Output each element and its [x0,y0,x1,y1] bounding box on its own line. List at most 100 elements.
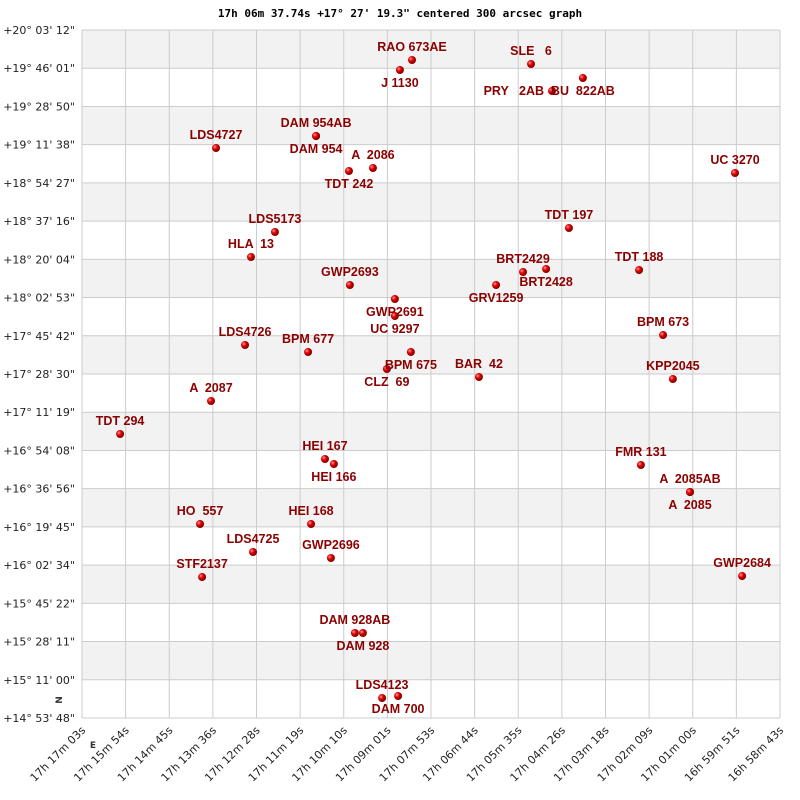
star-label: PRY 2AB [484,84,544,98]
star-label: LDS4123 [356,678,409,692]
star-point[interactable] [350,629,359,638]
y-tick-label: +19° 28' 50" [3,100,75,113]
star-point[interactable] [198,573,207,582]
star-point[interactable] [408,55,417,64]
star-point[interactable] [116,430,125,439]
star-label: HLA 13 [228,237,274,251]
star-point[interactable] [206,397,215,406]
star-point[interactable] [564,223,573,232]
star-label: BPM 673 [637,315,689,329]
star-point[interactable] [212,144,221,153]
y-tick-label: +17° 45' 42" [3,330,75,343]
star-point[interactable] [636,461,645,470]
star-label: HEI 167 [302,439,347,453]
star-label: LDS4725 [227,532,280,546]
star-point[interactable] [542,264,551,273]
star-label: RAO 673AE [377,40,446,54]
star-point[interactable] [329,460,338,469]
star-label: TDT 197 [545,208,594,222]
y-tick-label: +18° 20' 04" [3,253,75,266]
star-point[interactable] [358,629,367,638]
star-label: SLE 6 [510,44,552,58]
star-label: TDT 188 [615,250,664,264]
star-point[interactable] [378,694,387,703]
star-label: DAM 928 [337,639,390,653]
grid-lines [81,29,781,719]
star-point[interactable] [344,167,353,176]
star-point[interactable] [304,348,313,357]
star-point[interactable] [492,281,501,290]
y-tick-label: +17° 28' 30" [3,368,75,381]
star-label: GRV1259 [469,291,524,305]
y-tick-label: +16° 36' 56" [3,483,75,496]
star-label: J 1130 [381,76,419,90]
star-point[interactable] [394,692,403,701]
star-label: UC 9297 [370,322,419,336]
star-point[interactable] [474,373,483,382]
star-point[interactable] [307,520,316,529]
point-labels: RAO 673AE J 1130 SLE 6 BU 822AB PRY 2AB DAM 9… [96,40,771,716]
star-label: BRT2429 [496,252,550,266]
star-point[interactable] [527,59,536,68]
star-point[interactable] [390,312,399,321]
star-label: GWP2696 [302,538,360,552]
star-point[interactable] [519,268,528,277]
y-tick-label: +14° 53' 48" [3,712,75,725]
star-label: LDS5173 [249,212,302,226]
star-point[interactable] [241,341,250,350]
star-point[interactable] [548,87,557,96]
star-point[interactable] [345,281,354,290]
star-label: A 2087 [189,381,232,395]
star-label: HEI 166 [311,470,356,484]
star-label: LDS4726 [219,325,272,339]
star-label: FMR 131 [615,445,666,459]
star-point[interactable] [578,73,587,82]
y-tick-label: +18° 54' 27" [3,177,75,190]
star-label: DAM 954AB [281,116,352,130]
y-tick-label: +17° 11' 19" [3,406,75,419]
y-tick-labels: +20° 03' 12" +19° 46' 01" +19° 28' 50" +19°… [3,24,75,725]
star-point[interactable] [731,169,740,178]
star-point[interactable] [196,520,205,529]
y-tick-label: +15° 28' 11" [3,636,75,649]
star-point[interactable] [326,554,335,563]
star-point[interactable] [668,375,677,384]
star-point[interactable] [659,331,668,340]
star-label: STF2137 [176,557,227,571]
y-tick-label: +16° 54' 08" [3,444,75,457]
star-label: BU 822AB [551,84,615,98]
star-label: TDT 294 [96,414,145,428]
star-label: BAR 42 [455,357,503,371]
star-point[interactable] [738,572,747,581]
star-label: A 2085 [668,498,711,512]
star-label: GWP2684 [713,556,771,570]
star-point[interactable] [635,265,644,274]
star-label: LDS4727 [190,128,243,142]
data-points [116,55,747,703]
star-point[interactable] [406,348,415,357]
star-label: GWP2691 [366,305,424,319]
star-point[interactable] [320,455,329,464]
star-label: CLZ 69 [364,375,409,389]
star-point[interactable] [382,365,391,374]
star-point[interactable] [368,163,377,172]
star-point[interactable] [395,66,404,75]
star-point[interactable] [246,253,255,262]
star-label: DAM 928AB [319,613,390,627]
chart-title: 17h 06m 37.74s +17° 27' 19.3" centered 3… [218,7,582,20]
y-tick-label: +15° 45' 22" [3,597,75,610]
star-label: BPM 675 [385,358,437,372]
star-label: GWP2693 [321,265,379,279]
y-tick-label: +15° 11' 00" [3,674,75,687]
star-point[interactable] [390,295,399,304]
star-label: TDT 242 [325,177,374,191]
star-point[interactable] [312,132,321,141]
star-label: DAM 954 [290,142,343,156]
star-point[interactable] [270,228,279,237]
star-point[interactable] [686,488,695,497]
y-tick-label: +18° 02' 53" [3,292,75,305]
star-point[interactable] [249,548,258,557]
north-marker: N [55,696,65,704]
